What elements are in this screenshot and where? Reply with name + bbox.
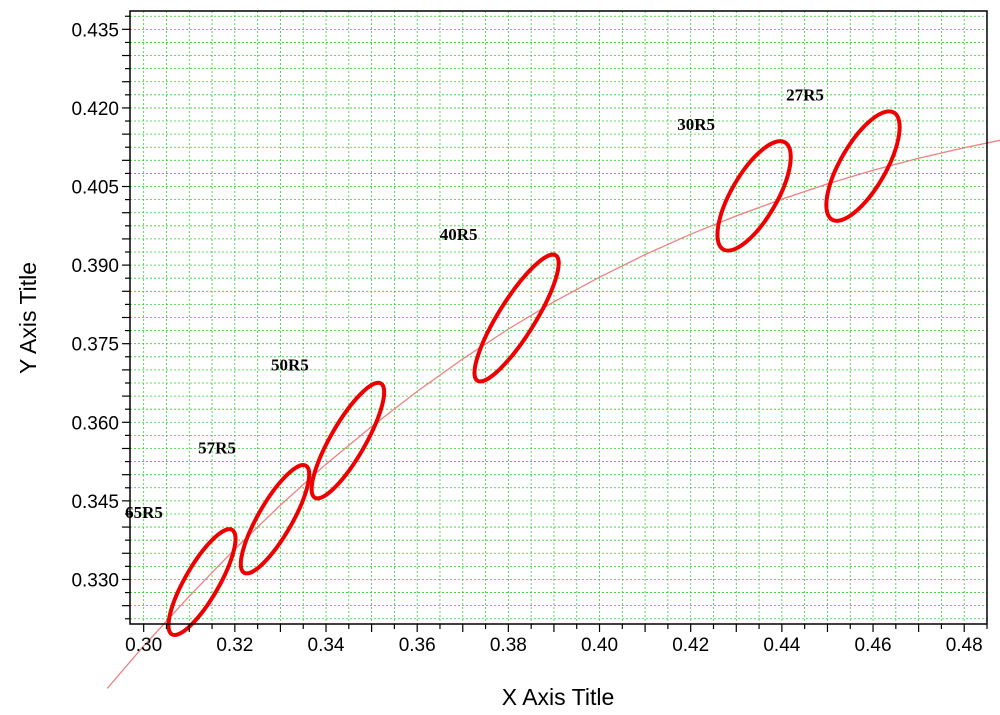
y-tick-label: 0.390 <box>71 256 119 277</box>
y-tick-label: 0.345 <box>71 492 119 513</box>
ellipse-40r5 <box>472 252 561 384</box>
ellipse-layer: 65R5 57R5 50R5 40R5 30R5 27R5 <box>125 85 902 638</box>
ellipse-label: 65R5 <box>125 503 163 522</box>
ellipse-50r5 <box>309 380 387 501</box>
x-axis-title: X Axis Title <box>502 684 614 710</box>
x-tick-label: 0.42 <box>672 635 709 656</box>
ellipse-label: 50R5 <box>271 356 309 375</box>
tick-labels: 0.30 0.32 0.34 0.36 0.38 0.40 0.42 0.44 0.46 0.48… <box>71 20 982 656</box>
ellipse-label: 57R5 <box>198 438 236 457</box>
x-tick-label: 0.32 <box>216 635 253 656</box>
y-tick-label: 0.420 <box>71 99 119 120</box>
ellipse-label: 40R5 <box>440 225 478 244</box>
y-tick-label: 0.330 <box>71 570 119 591</box>
y-tick-label: 0.435 <box>71 20 119 41</box>
ellipse-57r5 <box>238 463 312 576</box>
x-tick-label: 0.46 <box>855 635 892 656</box>
ellipse-label: 27R5 <box>786 85 824 104</box>
x-tick-label: 0.36 <box>399 635 436 656</box>
ellipse-label: 30R5 <box>677 115 715 134</box>
x-tick-label: 0.44 <box>763 635 800 656</box>
x-tick-label: 0.40 <box>581 635 618 656</box>
ellipse-30r5 <box>715 139 793 253</box>
x-tick-label: 0.34 <box>308 635 345 656</box>
y-tick-label: 0.360 <box>71 413 119 434</box>
ellipse-65r5 <box>166 527 238 638</box>
x-tick-label: 0.30 <box>125 635 162 656</box>
x-tick-label: 0.38 <box>490 635 527 656</box>
ellipse-27r5 <box>824 109 902 223</box>
y-tick-label: 0.405 <box>71 178 119 199</box>
x-tick-label: 0.48 <box>946 635 983 656</box>
y-tick-label: 0.375 <box>71 335 119 356</box>
y-axis-title: Y Axis Title <box>15 262 41 374</box>
axis-ticks <box>122 15 988 632</box>
grid <box>130 11 988 624</box>
